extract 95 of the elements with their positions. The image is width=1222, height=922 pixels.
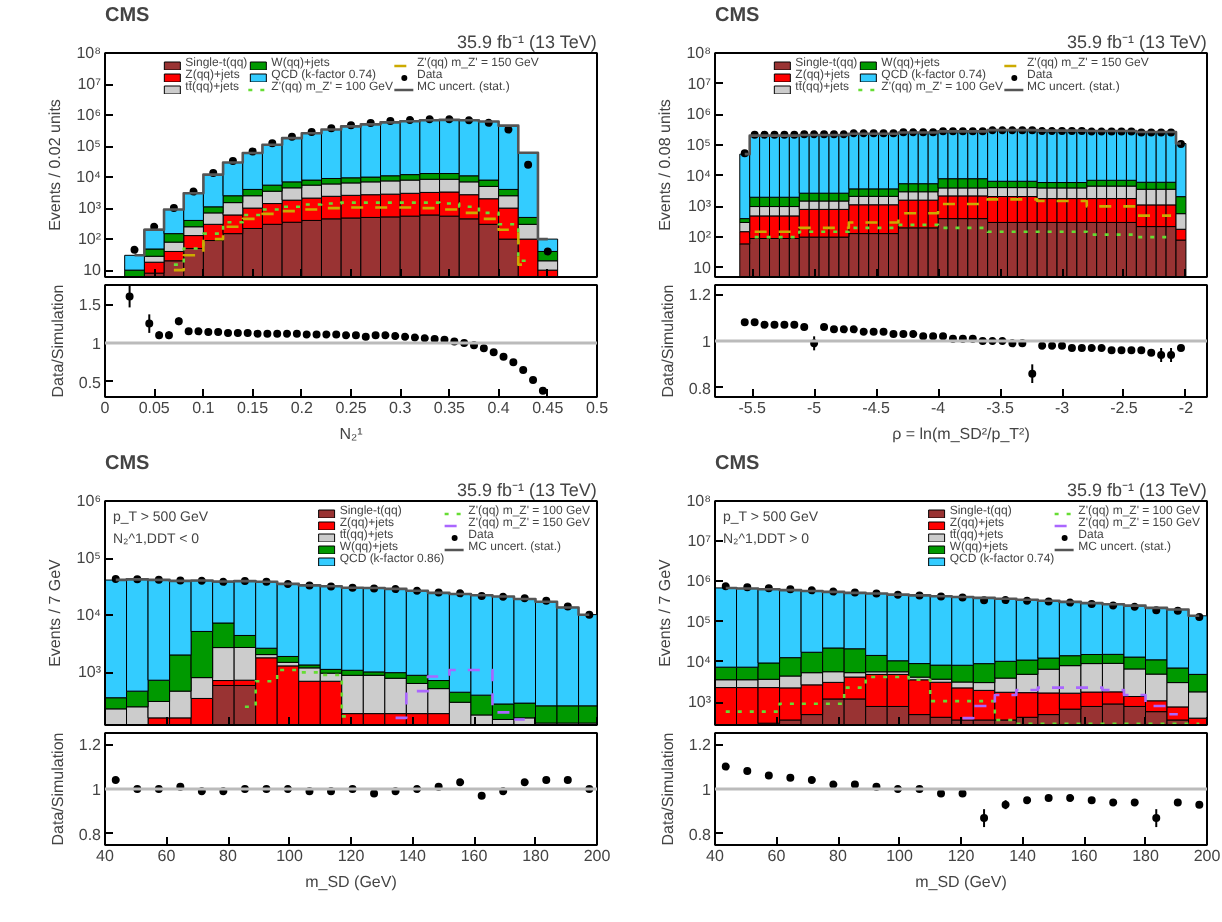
x-tick-label: 60 — [767, 847, 787, 865]
x-tick-label: 200 — [583, 847, 612, 865]
x-axis-title: N₂¹ — [339, 425, 364, 443]
x-tick-label: 140 — [399, 847, 427, 865]
y-tick-label: 10⁶ — [686, 572, 712, 591]
y-tick-label: 10⁴ — [76, 168, 103, 187]
y-tick-label: 10⁵ — [686, 612, 712, 631]
x-axis-title: ρ = ln(m_SD²/p_T²) — [892, 425, 1031, 443]
y-axis-title: Events / 7 GeV — [46, 557, 65, 667]
y-tick-label: 10⁸ — [686, 44, 712, 62]
x-tick-label: 0.3 — [389, 399, 413, 417]
x-tick-label: 140 — [1009, 847, 1037, 865]
x-tick-label: 100 — [276, 847, 304, 865]
x-tick-label: -2 — [1178, 399, 1195, 417]
x-tick-label: -3.5 — [986, 399, 1015, 417]
chart-subtitle: 35.9 fb⁻¹ (13 TeV) — [456, 32, 597, 52]
y-tick-label: 10⁸ — [686, 492, 712, 510]
x-tick-label: 40 — [96, 847, 115, 865]
y-tick-label: 10 — [83, 261, 103, 280]
x-tick-label: 0.35 — [433, 399, 467, 417]
y-tick-label: 10⁴ — [686, 166, 713, 185]
chart-subtitle: 35.9 fb⁻¹ (13 TeV) — [1066, 480, 1207, 500]
x-tick-label: 0.05 — [138, 399, 171, 417]
y-tick-label: 1.2 — [688, 286, 713, 305]
y-tick-label: 1.5 — [78, 296, 103, 315]
y-axis-title: Data/Simulation — [658, 284, 677, 398]
y-axis-title: Events / 7 GeV — [656, 557, 675, 667]
x-tick-label: 160 — [460, 847, 489, 865]
x-axis-title: m_SD (GeV) — [305, 873, 398, 891]
x-tick-label: 0.4 — [487, 399, 511, 417]
x-tick-label: -4 — [930, 399, 947, 417]
y-axis-title: Data/Simulation — [658, 732, 677, 846]
y-tick-label: 10⁵ — [686, 136, 712, 155]
x-tick-label: 0.15 — [237, 399, 270, 417]
chart-subtitle: 35.9 fb⁻¹ (13 TeV) — [456, 480, 597, 500]
y-tick-label: 10⁸ — [76, 44, 102, 62]
y-tick-label: 10⁶ — [76, 492, 102, 510]
y-tick-label: 1.2 — [78, 736, 103, 755]
y-tick-label: 10³ — [77, 663, 102, 682]
x-tick-label: -2.5 — [1110, 399, 1139, 417]
y-tick-label: 10² — [687, 228, 712, 247]
x-tick-label: 200 — [1193, 847, 1222, 865]
y-tick-label: 10⁴ — [76, 606, 103, 625]
y-tick-label: 10³ — [77, 199, 102, 218]
x-tick-label: 40 — [706, 847, 725, 865]
x-tick-label: -5 — [807, 399, 823, 417]
x-tick-label: 0.5 — [585, 399, 610, 417]
y-tick-label: 10⁷ — [687, 532, 712, 551]
y-tick-label: 1 — [92, 781, 103, 799]
y-tick-label: 10⁶ — [76, 106, 102, 125]
x-tick-label: 120 — [337, 847, 366, 865]
y-tick-label: 1 — [702, 333, 713, 351]
y-axis-title: Events / 0.02 units — [46, 99, 65, 231]
y-tick-label: 0.5 — [78, 373, 103, 392]
x-tick-label: 0 — [100, 399, 111, 417]
y-tick-label: 10⁴ — [686, 652, 713, 671]
x-tick-label: -4.5 — [862, 399, 891, 417]
y-axis-title: Data/Simulation — [48, 284, 67, 398]
chart-subtitle: 35.9 fb⁻¹ (13 TeV) — [1066, 32, 1207, 52]
x-tick-label: 180 — [1132, 847, 1160, 865]
x-tick-label: 80 — [219, 847, 238, 865]
x-tick-label: 0.2 — [290, 399, 315, 417]
y-tick-label: 10⁷ — [687, 74, 712, 93]
y-tick-label: 10³ — [687, 197, 712, 216]
x-tick-label: 0.1 — [192, 399, 216, 417]
y-tick-label: 0.8 — [688, 825, 713, 844]
chart-title: CMS — [715, 453, 761, 475]
y-tick-label: 1 — [702, 781, 713, 799]
x-tick-label: 100 — [886, 847, 914, 865]
x-axis-title: m_SD (GeV) — [915, 873, 1008, 891]
y-tick-label: 10⁵ — [76, 549, 102, 568]
x-tick-label: 80 — [829, 847, 848, 865]
x-tick-label: 160 — [1070, 847, 1099, 865]
y-tick-label: 10² — [77, 230, 102, 249]
y-tick-label: 10³ — [687, 693, 712, 712]
x-tick-label: 180 — [522, 847, 550, 865]
chart-title: CMS — [105, 453, 151, 475]
y-tick-label: 10⁵ — [76, 137, 102, 156]
y-tick-label: 10⁶ — [686, 105, 712, 124]
x-tick-label: 120 — [947, 847, 976, 865]
y-tick-label: 1 — [92, 334, 103, 353]
chart-title: CMS — [105, 5, 151, 27]
y-tick-label: 0.8 — [78, 825, 103, 844]
x-tick-label: 0.45 — [532, 399, 565, 417]
y-axis-title: Data/Simulation — [48, 732, 67, 846]
x-tick-label: -3 — [1054, 399, 1071, 417]
y-tick-label: 0.8 — [688, 379, 713, 398]
x-tick-label: 0.25 — [335, 399, 368, 417]
y-tick-label: 10 — [693, 258, 713, 277]
y-axis-title: Events / 0.08 units — [656, 99, 675, 231]
y-tick-label: 1.2 — [688, 736, 713, 755]
chart-title: CMS — [715, 5, 761, 27]
y-tick-label: 10⁷ — [77, 75, 102, 94]
x-tick-label: -5.5 — [738, 399, 768, 417]
x-tick-label: 60 — [157, 847, 177, 865]
